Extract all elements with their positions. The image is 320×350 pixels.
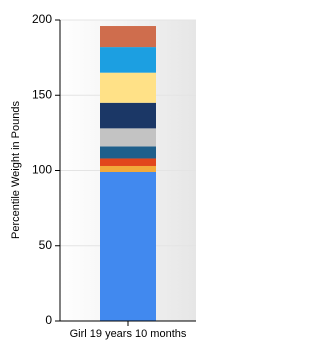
y-axis-label: Percentile Weight in Pounds bbox=[10, 101, 22, 239]
bar-segment bbox=[100, 47, 156, 73]
y-tick-label: 50 bbox=[39, 238, 53, 252]
bar-segment bbox=[100, 128, 156, 147]
y-tick-label: 100 bbox=[32, 163, 52, 177]
bar-segment bbox=[100, 158, 156, 166]
y-tick-label: 0 bbox=[45, 313, 52, 327]
y-tick-label: 150 bbox=[32, 87, 52, 101]
y-tick-label: 200 bbox=[32, 12, 52, 26]
bar-segment bbox=[100, 165, 156, 173]
x-tick-label: Girl 19 years 10 months bbox=[70, 328, 187, 340]
bar-segment bbox=[100, 26, 156, 48]
chart: Percentile Weight in Pounds 0 50 100 150 200… bbox=[10, 12, 196, 340]
bar-segment bbox=[100, 172, 156, 321]
bar-segment bbox=[100, 146, 156, 159]
bar-segment bbox=[100, 72, 156, 103]
bar-segment bbox=[100, 102, 156, 129]
